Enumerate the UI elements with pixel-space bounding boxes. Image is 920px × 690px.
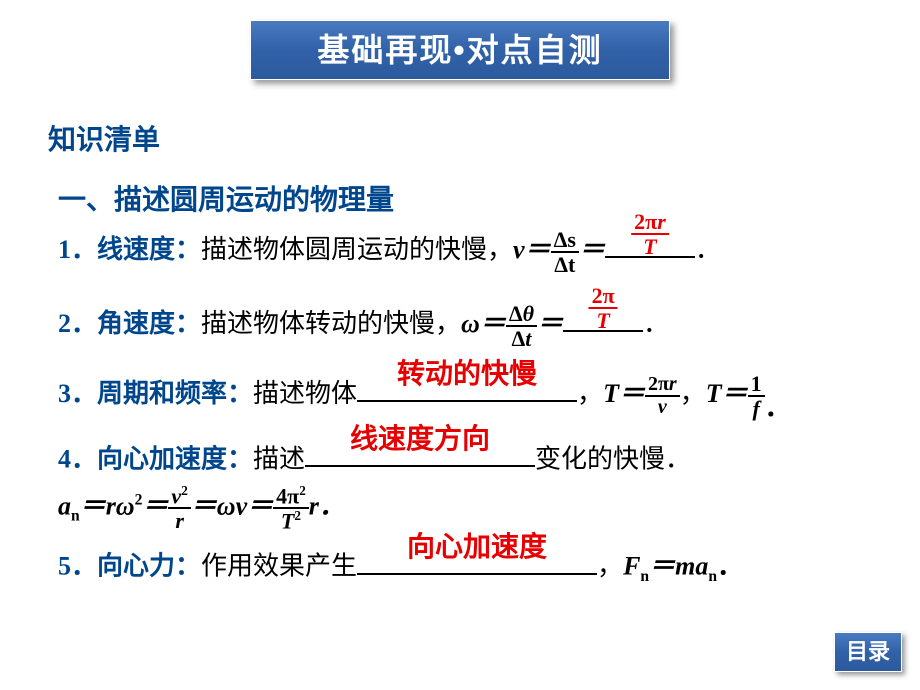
- item-3-f1-bot: v: [645, 397, 680, 418]
- item-3-desc: 描述物体: [253, 379, 357, 408]
- item-4-sub: n: [71, 507, 80, 524]
- item-3-frac1: 2πr v: [645, 374, 680, 418]
- item-1-frac1-top: Δs: [551, 228, 579, 253]
- item-1-blank: 2π2πrr T: [605, 229, 695, 258]
- item-5-sub1: n: [640, 568, 649, 585]
- item-4-tail: 变化的快慢．: [535, 444, 691, 473]
- item-1-frac1-bot: Δt: [551, 253, 579, 276]
- item-3-answer: 转动的快慢: [397, 355, 537, 394]
- item-4-desc: 描述: [253, 444, 305, 473]
- item-2-frac1-top: Δθ: [506, 302, 537, 327]
- item-4-blank: 线速度方向: [305, 439, 535, 468]
- item-2-answer: 2π T: [589, 284, 618, 332]
- section-title: 知识清单: [48, 118, 160, 158]
- toc-button[interactable]: 目录: [834, 632, 902, 672]
- item-2-eq: ＝: [537, 309, 563, 338]
- item-4-f1: ＝rω: [80, 491, 135, 520]
- item-3-f2-top: 1: [748, 372, 765, 397]
- item-3: 3．周期和频率：描述物体 转动的快慢 ，T＝ 2πr v ，T＝ 1 f ．: [58, 372, 878, 420]
- item-2-num: 2．: [58, 309, 97, 338]
- item-4-answer: 线速度方向: [350, 420, 490, 459]
- item-3-f2-bot: f: [748, 397, 765, 420]
- item-1-tail: ．: [695, 235, 721, 264]
- item-1-eq: ＝: [579, 235, 605, 264]
- item-4-num: 4．: [58, 444, 97, 473]
- item-4-f2-top: 4π2: [273, 484, 309, 509]
- item-4-eq1: ＝: [142, 491, 168, 520]
- item-5-sub2: n: [708, 568, 717, 585]
- item-2-ans-bot: T: [589, 309, 618, 332]
- item-4-f1-bot: r: [168, 509, 190, 532]
- item-4-frac2: 4π2 T2: [273, 484, 309, 533]
- item-4b: an＝rω2＝ v2 r ＝ωv＝ 4π2 T2 r．: [58, 484, 878, 533]
- item-4-label: 向心加速度：: [97, 444, 253, 473]
- item-3-frac2: 1 f: [748, 372, 765, 420]
- item-1-label: 线速度：: [97, 235, 201, 264]
- item-1-ans-bot: T: [631, 235, 669, 258]
- item-4-lhs: a: [58, 491, 71, 520]
- header-banner: 基础再现•对点自测: [250, 20, 670, 80]
- item-1-answer: 2π2πrr T: [631, 210, 669, 258]
- item-1-desc: 描述物体圆周运动的快慢，: [201, 235, 513, 264]
- item-3-label: 周期和频率：: [97, 379, 253, 408]
- item-2-label: 角速度：: [97, 309, 201, 338]
- item-3-mid: ，: [577, 379, 603, 408]
- item-2-frac1-bot: Δt: [506, 327, 537, 350]
- item-5-mid: ，: [597, 552, 623, 581]
- item-3-eq2: T＝: [706, 379, 748, 408]
- item-5-label: 向心力：: [97, 552, 201, 581]
- item-1-frac1: Δs Δt: [551, 228, 579, 276]
- item-3-mid2: ，: [680, 379, 706, 408]
- item-2: 2．角速度：描述物体转动的快慢，ω＝ Δθ Δt ＝ 2π T ．: [58, 302, 878, 350]
- sub-title: 一、描述圆周运动的物理量: [58, 178, 394, 218]
- content-area: 1．线速度：描述物体圆周运动的快慢，v＝ Δs Δt ＝ 2π2πrr T ． …: [58, 228, 878, 588]
- item-2-ans-top: 2π: [589, 284, 618, 309]
- item-5-desc: 作用效果产生: [201, 552, 357, 581]
- item-5-eq2: ＝ma: [649, 552, 708, 581]
- item-4-tail2: r．: [309, 491, 345, 520]
- item-4a: 4．向心加速度：描述 线速度方向 变化的快慢．: [58, 439, 878, 478]
- item-5-eq: F: [623, 552, 640, 581]
- item-4-f2-bot: T2: [273, 509, 309, 532]
- item-1: 1．线速度：描述物体圆周运动的快慢，v＝ Δs Δt ＝ 2π2πrr T ．: [58, 228, 878, 276]
- item-4-f1-top: v2: [168, 484, 190, 509]
- item-4-mid: ＝ωv＝: [191, 491, 273, 520]
- item-2-frac1: Δθ Δt: [506, 302, 537, 350]
- item-3-num: 3．: [58, 379, 97, 408]
- item-3-f1-top: 2πr: [645, 374, 680, 397]
- item-2-tail: ．: [643, 309, 669, 338]
- item-3-blank: 转动的快慢: [357, 374, 577, 403]
- item-2-blank: 2π T: [563, 304, 643, 333]
- item-5-blank: 向心加速度: [357, 546, 597, 575]
- item-5-answer: 向心加速度: [407, 528, 547, 567]
- item-4-frac1: v2 r: [168, 484, 190, 533]
- item-3-tail: ．: [765, 393, 791, 422]
- item-2-desc: 描述物体转动的快慢，: [201, 309, 461, 338]
- item-5-num: 5．: [58, 552, 97, 581]
- item-1-ans-top: 2π2πrr: [631, 210, 669, 235]
- item-1-var: v＝: [513, 235, 551, 264]
- item-2-var: ω＝: [461, 309, 506, 338]
- item-3-eq1: T＝: [603, 379, 645, 408]
- item-5-tail: ．: [717, 552, 743, 581]
- item-1-num: 1．: [58, 235, 97, 264]
- item-5: 5．向心力：作用效果产生 向心加速度 ，Fn＝man．: [58, 546, 878, 588]
